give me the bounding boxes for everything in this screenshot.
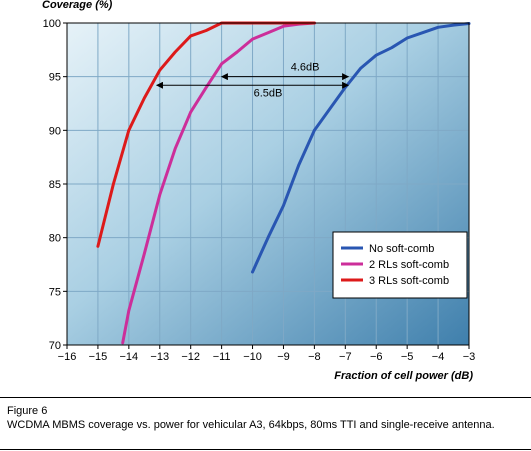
- x-axis-ticks: −16 −15 −14 −13 −12 −11 −10 −9 −8 −7 −6 −5 −4 −3: [58, 345, 476, 363]
- x-tick-label: −6: [370, 351, 383, 363]
- y-tick-label: 75: [49, 286, 61, 298]
- x-tick-label: −11: [213, 351, 231, 363]
- y-tick-label: 100: [43, 18, 61, 30]
- y-tick-label: 95: [49, 72, 61, 84]
- x-tick-label: −10: [243, 351, 262, 363]
- y-axis-ticks: 70 75 80 85 90 95 100: [43, 18, 67, 352]
- y-tick-label: 90: [49, 125, 61, 137]
- y-tick-label: 85: [49, 179, 61, 191]
- x-tick-label: −4: [432, 351, 445, 363]
- x-tick-label: −14: [120, 351, 139, 363]
- x-tick-label: −12: [181, 351, 200, 363]
- annotation-label: 6.5dB: [254, 87, 283, 99]
- x-tick-label: −7: [339, 351, 352, 363]
- figure-number: Figure 6: [7, 405, 48, 417]
- x-tick-label: −15: [89, 351, 108, 363]
- x-tick-label: −9: [277, 351, 290, 363]
- legend-label: 2 RLs soft-comb: [369, 259, 449, 271]
- y-tick-label: 70: [49, 340, 61, 352]
- x-tick-label: −16: [58, 351, 77, 363]
- x-tick-label: −3: [463, 351, 476, 363]
- y-axis-label: Coverage (%): [42, 0, 113, 11]
- annotation-layer: 4.6dB 6.5dB: [155, 62, 350, 99]
- legend-label: No soft-comb: [369, 243, 434, 255]
- figure-caption: WCDMA MBMS coverage vs. power for vehicu…: [7, 419, 495, 431]
- legend: No soft-comb 2 RLs soft-comb 3 RLs soft-co…: [332, 231, 468, 299]
- annotation-label: 4.6dB: [291, 62, 320, 74]
- x-tick-label: −13: [150, 351, 169, 363]
- series-line: [121, 21, 316, 345]
- x-axis-label: Fraction of cell power (dB): [334, 370, 473, 382]
- legend-label: 3 RLs soft-comb: [369, 275, 449, 287]
- coverage-chart: 4.6dB 6.5dB −16 −15 −14 −13 −12 −11 −10 −9 −8 −7 −6…: [42, 0, 476, 382]
- caption-bottom-rule: [0, 449, 531, 450]
- caption-top-rule: [0, 397, 531, 398]
- series-line: [251, 22, 471, 274]
- x-tick-label: −8: [308, 351, 321, 363]
- y-tick-label: 80: [49, 233, 61, 245]
- x-tick-label: −5: [401, 351, 414, 363]
